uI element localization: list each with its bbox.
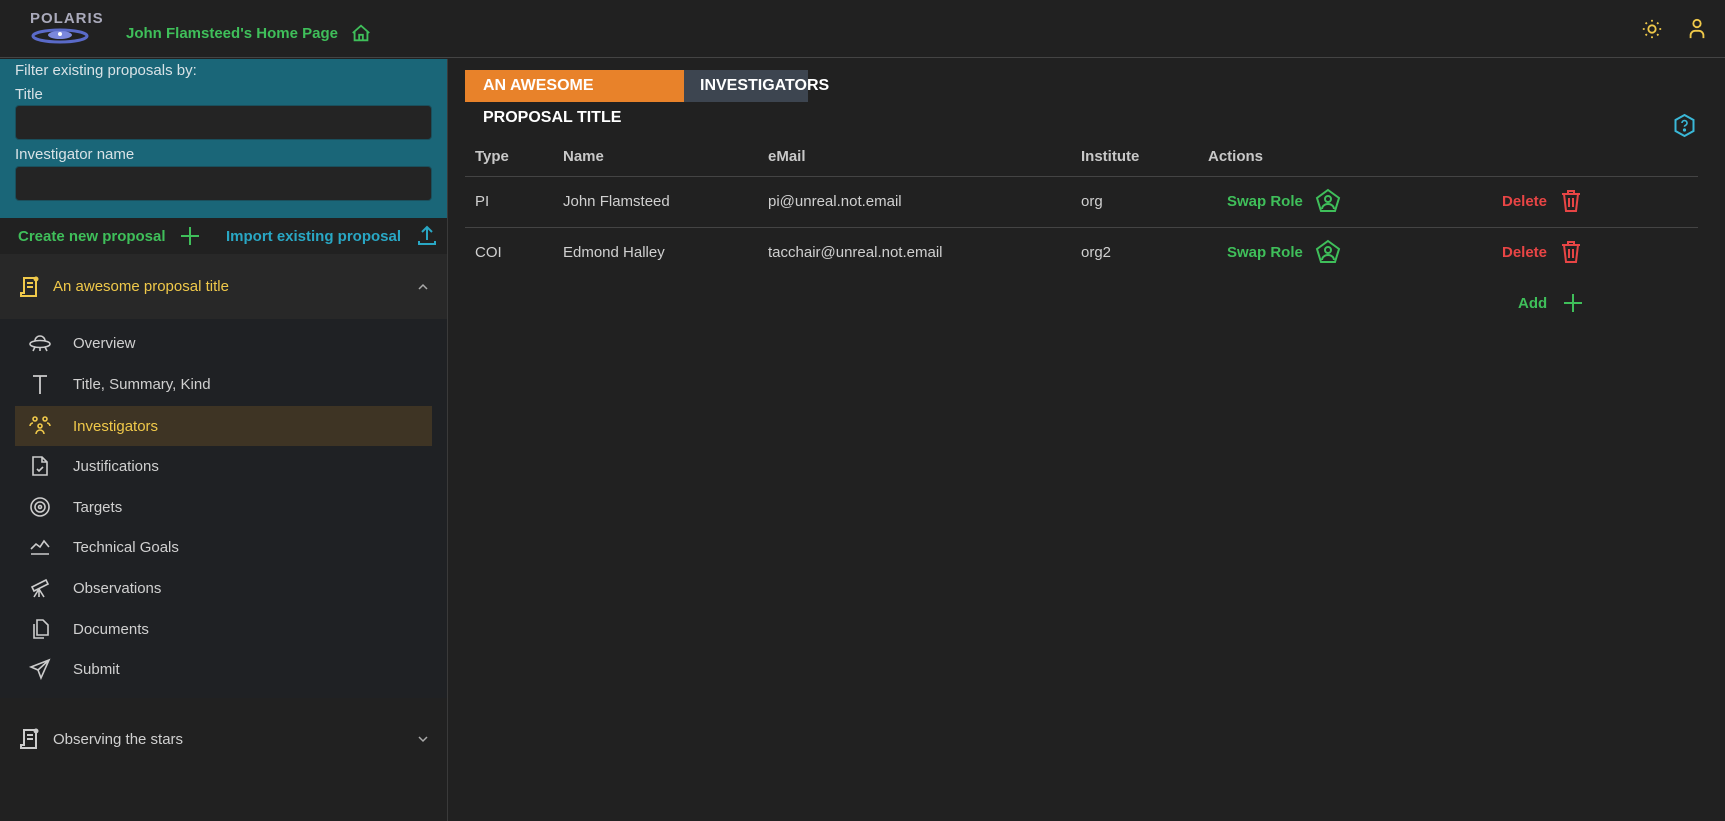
polaris-logo[interactable]: POLARIS [30,11,104,46]
tab-investigators[interactable]: INVESTIGATORS [684,70,829,102]
telescope-icon [27,577,53,599]
chevron-down-icon [417,735,429,743]
user-pentagon-icon [1315,188,1341,214]
sidebar: Filter existing proposals by: Title Inve… [0,59,448,821]
investigator-filter-label: Investigator name [15,146,135,163]
delete-button[interactable]: Delete [1502,189,1582,213]
nav-title-summary-kind[interactable]: Title, Summary, Kind [15,364,432,404]
cell-name: Edmond Halley [563,244,665,261]
target-icon [27,496,53,518]
column-header-actions: Actions [1208,148,1264,165]
files-icon [27,618,53,640]
chevron-up-icon [417,283,429,291]
add-investigator-button[interactable]: Add [1518,293,1583,313]
swap-role-button[interactable]: Swap Role [1227,188,1341,214]
column-header-type: Type [475,148,509,165]
divider [465,176,1698,177]
breadcrumb-tabs: AN AWESOME PROPOSAL TITLE INVESTIGATORS [465,70,829,126]
nav-documents[interactable]: Documents [15,609,432,649]
column-header-email: eMail [768,148,806,165]
title-filter-input[interactable] [15,105,432,140]
ufo-icon [27,332,53,354]
cell-email: pi@unreal.not.email [768,193,902,210]
trash-icon [1560,189,1582,213]
cell-email: tacchair@unreal.not.email [768,244,943,261]
proposal-nav: Overview Title, Summary, Kind Investigat… [0,319,447,698]
user-icon[interactable] [1686,18,1708,40]
divider [465,227,1698,228]
investigator-filter-input[interactable] [15,166,432,201]
cell-type: COI [475,244,502,261]
plus-icon [180,226,200,246]
nav-submit[interactable]: Submit [15,649,432,689]
plus-icon [1563,293,1583,313]
user-pentagon-icon [1315,239,1341,265]
nav-observations[interactable]: Observations [15,568,432,608]
delete-button[interactable]: Delete [1502,240,1582,264]
filter-panel: Filter existing proposals by: Title Inve… [0,59,447,218]
column-header-institute: Institute [1081,148,1140,165]
home-page-link[interactable]: John Flamsteed's Home Page [126,22,372,44]
create-proposal-button[interactable]: Create new proposal [18,226,200,246]
nav-justifications[interactable]: Justifications [15,446,432,486]
import-proposal-button[interactable]: Import existing proposal [226,224,439,248]
column-header-name: Name [563,148,604,165]
upload-icon [415,224,439,248]
send-icon [27,658,53,680]
nav-targets[interactable]: Targets [15,487,432,527]
cell-institute: org2 [1081,244,1112,261]
scroll-icon [18,275,40,299]
home-icon [350,22,372,44]
scroll-icon [18,727,40,751]
swap-role-button[interactable]: Swap Role [1227,239,1341,265]
app-header: POLARIS John Flamsteed's Home Page [0,0,1725,58]
nav-overview[interactable]: Overview [15,323,432,363]
title-filter-label: Title [15,86,43,103]
nav-investigators[interactable]: Investigators [15,406,432,446]
trash-icon [1560,240,1582,264]
file-check-icon [27,455,53,477]
cell-name: John Flamsteed [563,193,670,210]
proposal-accordion-awesome[interactable]: An awesome proposal title [0,254,447,319]
tab-proposal-title[interactable]: AN AWESOME PROPOSAL TITLE [465,70,684,126]
letter-t-icon [27,373,53,395]
nav-technical-goals[interactable]: Technical Goals [15,527,432,567]
cell-type: PI [475,193,490,210]
chart-line-icon [27,538,53,556]
users-group-icon [27,415,53,437]
filter-heading: Filter existing proposals by: [15,62,197,79]
proposal-accordion-observing-stars[interactable]: Observing the stars [0,707,447,771]
cell-institute: org [1081,193,1103,210]
help-icon[interactable] [1673,113,1696,138]
sun-icon[interactable] [1641,18,1663,40]
